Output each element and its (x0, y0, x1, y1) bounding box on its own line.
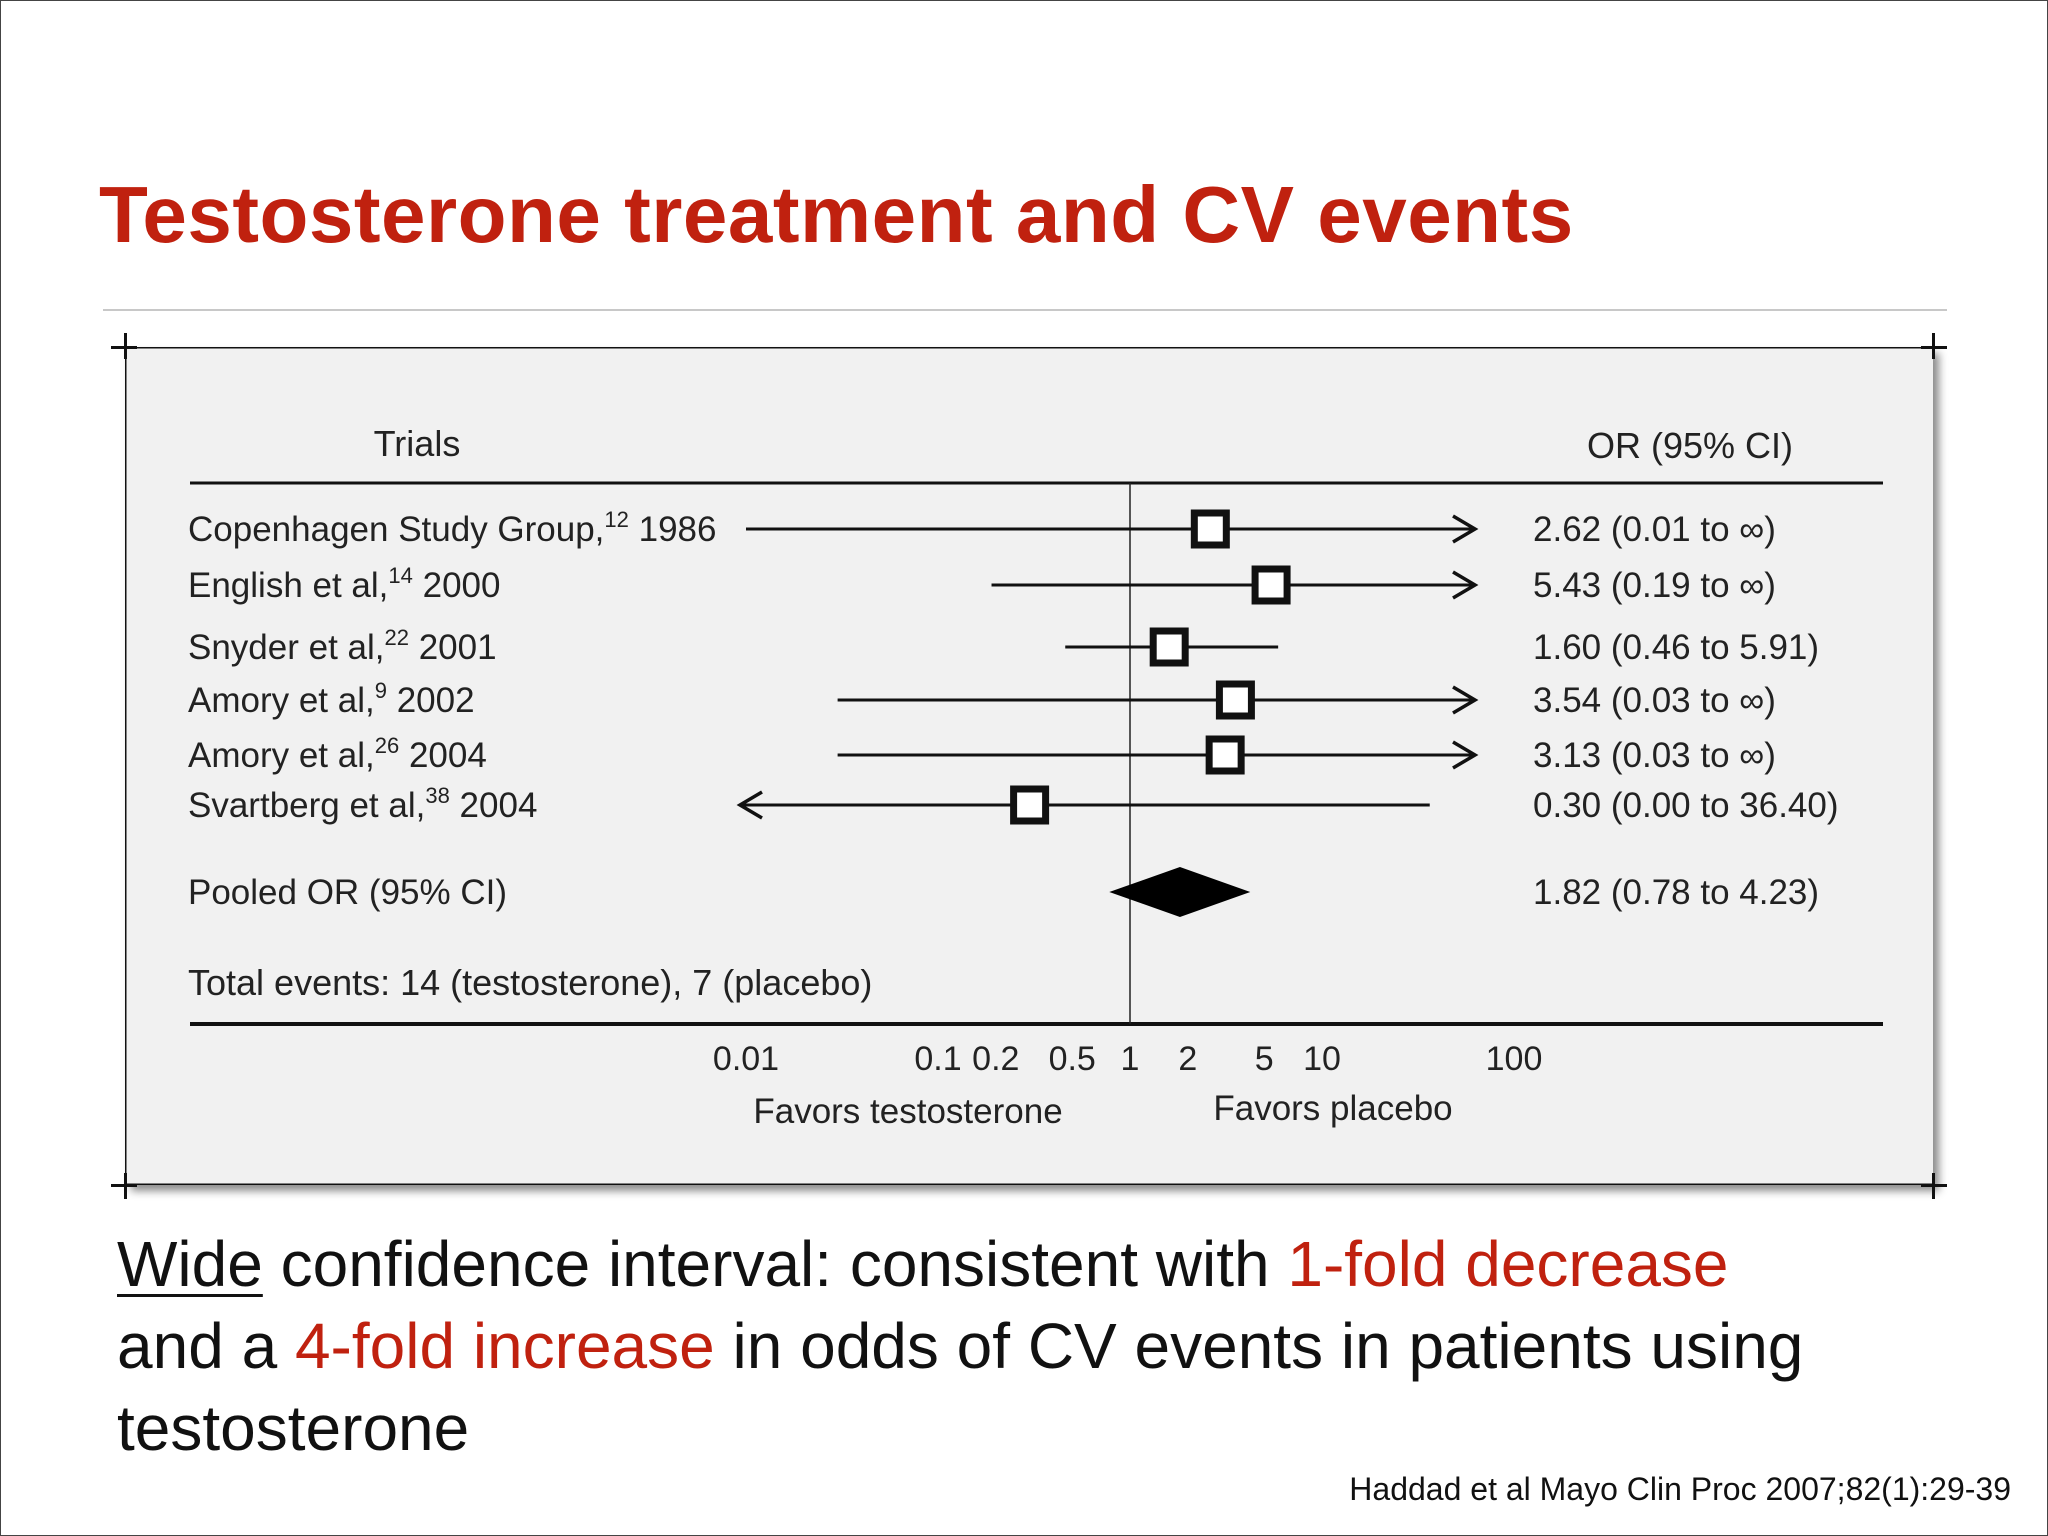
crop-mark-bl-v (124, 1173, 127, 1199)
pooled-or-ci: 1.82 (0.78 to 4.23) (1533, 873, 1819, 912)
citation: Haddad et al Mayo Clin Proc 2007;82(1):2… (1349, 1471, 2011, 1507)
ci-arrow-right (1452, 740, 1479, 770)
x-tick-label: 2 (1178, 1040, 1197, 1078)
title-divider (103, 309, 1947, 311)
forest-plot-figure: Trials OR (95% CI) 0.01 0.1 0.2 0.5 1 2 5 10 100… (125, 347, 1933, 1185)
trial-or-ci: 3.54 (0.03 to ∞) (1533, 681, 1776, 720)
trial-label: Snyder et al,22 2001 (188, 625, 497, 667)
crop-mark-tl-v (124, 333, 127, 359)
total-events: Total events: 14 (testosterone), 7 (plac… (188, 962, 872, 1003)
x-tick-label: 1 (1121, 1040, 1140, 1078)
caption-underlined: Wide (117, 1228, 263, 1300)
ci-arrow-right (1452, 570, 1479, 600)
pooled-diamond (1109, 867, 1251, 917)
header-or-ci: OR (95% CI) (1587, 425, 1793, 466)
point-estimate (1251, 565, 1291, 605)
trial-label: English et al,14 2000 (188, 563, 500, 605)
caption-part2: and a (117, 1310, 295, 1382)
x-tick-label: 100 (1486, 1040, 1543, 1078)
x-tick-label: 10 (1303, 1040, 1341, 1078)
slide-title: Testosterone treatment and CV events (99, 170, 1574, 259)
crop-mark-tr-v (1932, 333, 1935, 359)
x-tick-label: 0.01 (713, 1040, 779, 1078)
trial-label: Svartberg et al,38 2004 (188, 783, 537, 825)
x-label-right: Favors placebo (1213, 1089, 1452, 1128)
x-tick-label: 5 (1255, 1040, 1274, 1078)
caption: Wide confidence interval: consistent wit… (117, 1223, 1817, 1469)
crop-mark-br-v (1932, 1173, 1935, 1199)
caption-part3: in odds of CV events in patients using t… (117, 1310, 1804, 1464)
point-estimate (1010, 785, 1050, 825)
point-estimate (1205, 735, 1245, 775)
trial-label: Copenhagen Study Group,12 1986 (188, 507, 717, 549)
trial-or-ci: 2.62 (0.01 to ∞) (1533, 510, 1776, 549)
trial-or-ci: 0.30 (0.00 to 36.40) (1533, 786, 1839, 825)
forest-plot: Trials OR (95% CI) 0.01 0.1 0.2 0.5 1 2 5 10 100… (125, 347, 1933, 1185)
pooled-label: Pooled OR (95% CI) (188, 873, 507, 912)
caption-red1: 1-fold decrease (1287, 1228, 1729, 1300)
x-label-left: Favors testosterone (753, 1092, 1062, 1131)
trial-label: Amory et al,9 2002 (188, 678, 475, 720)
x-tick-label: 0.5 (1049, 1040, 1096, 1078)
header-trials: Trials (374, 423, 461, 464)
trial-or-ci: 5.43 (0.19 to ∞) (1533, 566, 1776, 605)
x-tick-label: 0.2 (972, 1040, 1019, 1078)
ci-arrow-right (1452, 514, 1479, 544)
x-tick-label: 0.1 (914, 1040, 961, 1078)
point-estimate (1190, 509, 1230, 549)
ci-arrow-left (736, 790, 763, 820)
caption-red2: 4-fold increase (294, 1310, 715, 1382)
point-estimate (1149, 627, 1189, 667)
ci-arrow-right (1452, 685, 1479, 715)
caption-part1: confidence interval: consistent with (262, 1228, 1288, 1300)
trial-label: Amory et al,26 2004 (188, 733, 487, 775)
point-estimate (1215, 680, 1255, 720)
trial-or-ci: 1.60 (0.46 to 5.91) (1533, 628, 1819, 667)
trial-or-ci: 3.13 (0.03 to ∞) (1533, 736, 1776, 775)
